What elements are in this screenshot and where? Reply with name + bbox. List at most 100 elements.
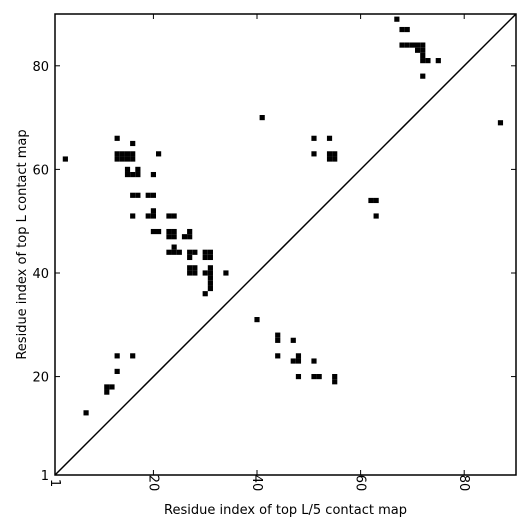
contact-point (150, 171, 157, 178)
contact-point (130, 171, 136, 178)
contact-point (207, 265, 213, 271)
contact-point (187, 249, 193, 255)
contact-point (187, 228, 193, 235)
contact-point (114, 368, 120, 374)
contact-point (404, 26, 410, 33)
contact-point (414, 47, 421, 53)
contact-point (420, 47, 426, 53)
contact-point (316, 373, 322, 380)
contact-point (295, 373, 302, 380)
contact-point (420, 42, 426, 48)
contact-point (207, 275, 213, 281)
contact-point (192, 270, 198, 276)
contact-point (104, 384, 110, 390)
contact-point (156, 151, 162, 157)
contact-point (420, 73, 426, 79)
contact-point (166, 234, 172, 240)
contact-point (130, 140, 136, 147)
contact-point (130, 156, 136, 162)
contact-point (207, 249, 213, 255)
contact-point (150, 213, 157, 219)
x-axis-label: Residue index of top L/5 contact map (164, 503, 407, 518)
contact-point (207, 270, 213, 276)
contact-point (373, 213, 379, 219)
contact-point (171, 234, 177, 240)
contact-point (150, 228, 157, 235)
y-tick-label: 60 (32, 163, 49, 178)
y-tick-label: 80 (32, 60, 49, 75)
contact-point (187, 234, 193, 240)
contact-point (497, 120, 504, 126)
contact-point (326, 156, 333, 162)
contact-point (202, 249, 208, 255)
contact-point (171, 249, 177, 255)
contact-point (83, 410, 89, 416)
contact-point (192, 265, 198, 271)
plot-frame (54, 13, 517, 476)
contact-point (114, 151, 120, 157)
y-tick-label: 20 (32, 371, 49, 386)
contact-point (311, 373, 317, 380)
contact-point (311, 151, 317, 157)
contact-point (166, 249, 172, 255)
contact-point (202, 291, 208, 297)
diagonal-line (54, 13, 517, 476)
y-tick-label: 40 (32, 267, 49, 282)
contact-point (145, 192, 151, 198)
contact-point (62, 156, 68, 162)
contact-point (202, 270, 208, 276)
contact-point (326, 135, 333, 141)
contact-point (187, 265, 193, 271)
contact-point (171, 228, 177, 235)
contact-point (119, 156, 125, 162)
contact-point (420, 58, 426, 64)
contact-point (171, 244, 177, 250)
contact-point (409, 42, 415, 48)
contact-point (114, 135, 120, 141)
contact-point (166, 228, 172, 235)
contact-point (124, 156, 131, 162)
contact-point (207, 280, 213, 286)
contact-point (114, 156, 120, 162)
contact-point (176, 249, 182, 255)
contact-point (394, 16, 400, 22)
x-tick-label: 1 (47, 479, 62, 487)
contact-point (130, 151, 136, 157)
contact-point (192, 249, 198, 255)
contact-point (404, 42, 410, 48)
contact-point (109, 384, 115, 390)
contact-point (187, 254, 193, 261)
contact-point (368, 197, 374, 204)
data-marks (62, 16, 504, 416)
contact-point (130, 353, 136, 359)
contact-point (130, 213, 136, 219)
x-tick-label: 40 (249, 475, 264, 492)
contact-point (373, 197, 379, 204)
contact-point (275, 353, 281, 359)
contact-point (104, 389, 110, 395)
contact-point (259, 115, 265, 121)
contact-point (187, 270, 193, 276)
contact-point (295, 358, 302, 364)
contact-point (414, 42, 421, 48)
contact-point (275, 337, 281, 343)
contact-point (135, 192, 141, 198)
x-tick-label: 60 (353, 475, 368, 492)
contact-point (207, 285, 213, 292)
contact-point (254, 317, 260, 323)
contact-point (332, 373, 338, 380)
contact-point (135, 171, 141, 178)
contact-point (130, 192, 136, 198)
contact-point (181, 234, 188, 240)
x-tick-label: 80 (456, 475, 471, 492)
contact-point (145, 213, 151, 219)
contact-point (311, 135, 317, 141)
contact-point (150, 192, 157, 198)
contact-point (275, 332, 281, 338)
y-axis-label: Residue index of top L contact map (15, 129, 30, 359)
contact-point (124, 171, 131, 178)
contact-point (435, 58, 441, 64)
y-tick-label: 1 (41, 469, 49, 484)
contact-point (332, 156, 338, 162)
